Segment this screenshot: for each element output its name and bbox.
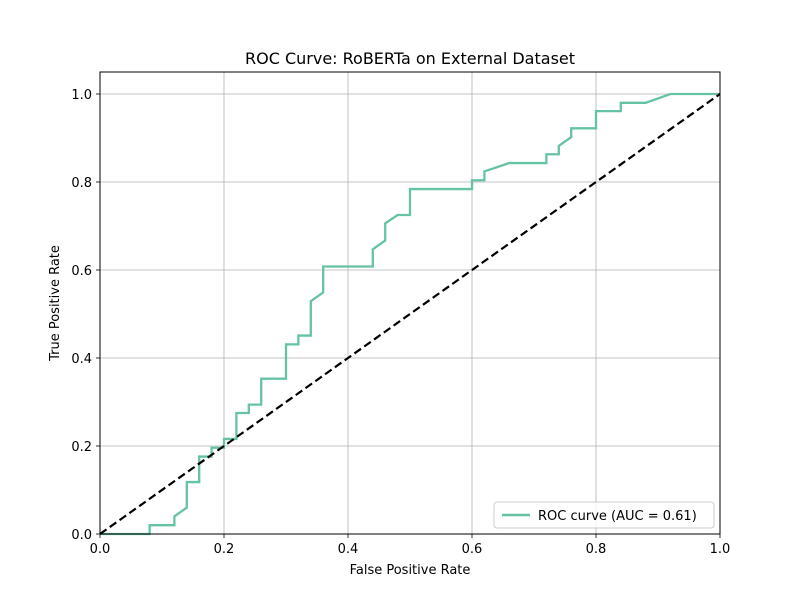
- x-tick-label: 0.2: [214, 542, 235, 557]
- x-tick-label: 0.6: [462, 542, 483, 557]
- roc-curve-line: [100, 92, 720, 536]
- y-tick-label: 0.0: [71, 528, 92, 543]
- legend: ROC curve (AUC = 0.61): [493, 501, 715, 529]
- y-tick-label: 1.0: [71, 88, 92, 103]
- y-tick-label: 0.8: [71, 176, 92, 191]
- x-tick-label: 0.8: [586, 542, 607, 557]
- legend-box: [493, 501, 715, 529]
- chart-title: ROC Curve: RoBERTa on External Dataset: [245, 49, 575, 68]
- plot-area-frame: [99, 71, 721, 535]
- x-axis-ticks: 0.0 0.2 0.4 0.6 0.8 1.0: [90, 534, 731, 557]
- x-tick-label: 1.0: [710, 542, 731, 557]
- y-axis-ticks: 0.0 0.2 0.4 0.6 0.8 1.0: [71, 88, 100, 543]
- x-tick-label: 0.4: [338, 542, 359, 557]
- y-axis-label: True Positive Rate: [48, 245, 63, 362]
- grid: [99, 72, 721, 535]
- chance-diagonal-line: [99, 93, 721, 535]
- series-layer: [99, 92, 721, 536]
- y-tick-label: 0.6: [71, 264, 92, 279]
- x-tick-label: 0.0: [90, 542, 111, 557]
- y-tick-label: 0.2: [71, 440, 92, 455]
- x-axis-label: False Positive Rate: [350, 563, 471, 578]
- y-tick-label: 0.4: [71, 352, 92, 367]
- legend-label: ROC curve (AUC = 0.61): [538, 509, 697, 524]
